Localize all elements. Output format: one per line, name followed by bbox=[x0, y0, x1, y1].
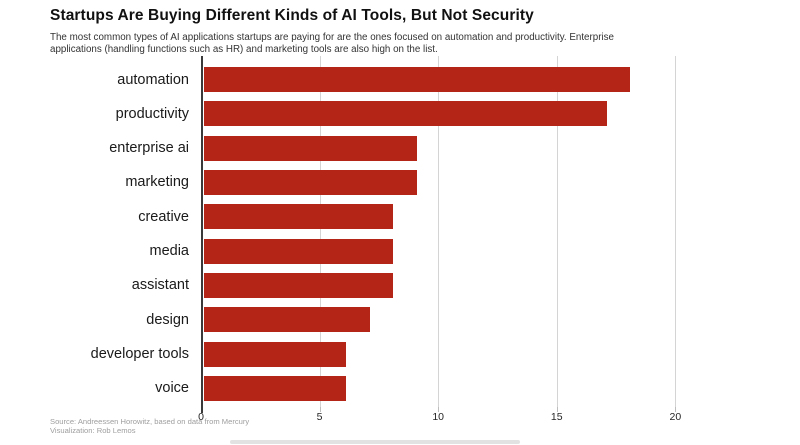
category-label-creative: creative bbox=[138, 208, 189, 225]
visualization-line: Visualization: Rob Lemos bbox=[50, 426, 136, 436]
category-label-enterprise-ai: enterprise ai bbox=[109, 140, 189, 157]
bar-developer-tools bbox=[204, 341, 347, 367]
category-label-productivity: productivity bbox=[115, 105, 189, 122]
bottom-scroll-strip bbox=[230, 440, 520, 444]
x-axis-tick-labels: 0 5 10 15 20 bbox=[198, 411, 788, 425]
category-label-automation: automation bbox=[117, 71, 189, 88]
table-row: marketing bbox=[0, 169, 788, 195]
source-credits: Source: Andreessen Horowitz, based on da… bbox=[50, 417, 550, 435]
bar-voice bbox=[204, 375, 347, 401]
x-tick-label-0: 0 bbox=[198, 411, 204, 423]
bar-assistant bbox=[204, 272, 394, 298]
bar-marketing bbox=[204, 169, 418, 195]
category-label-developer-tools: developer tools bbox=[90, 346, 189, 363]
bar-automation bbox=[204, 67, 631, 92]
tick-mark-x-15 bbox=[556, 407, 558, 412]
bar-enterprise-ai bbox=[204, 135, 418, 161]
category-label-assistant: assistant bbox=[131, 277, 189, 294]
bar-track bbox=[202, 307, 788, 333]
bar-track bbox=[202, 375, 788, 401]
bar-track bbox=[202, 204, 788, 230]
bar-rows: automation productivity enterprise ai marke… bbox=[0, 67, 788, 401]
chart-subtitle-line-2: applications (handling functions such as… bbox=[50, 44, 438, 56]
bar-creative bbox=[204, 204, 394, 230]
chart-title: Startups Are Buying Different Kinds of A… bbox=[50, 7, 534, 24]
table-row: creative bbox=[0, 204, 788, 230]
chart-subtitle: The most common types of AI applications… bbox=[50, 32, 670, 57]
table-row: automation bbox=[0, 67, 788, 92]
x-tick-label-5: 5 bbox=[316, 411, 323, 423]
gridline-x-20 bbox=[675, 56, 677, 407]
bar-track bbox=[202, 238, 788, 264]
bar-productivity bbox=[204, 101, 607, 127]
bar-track bbox=[202, 67, 788, 92]
bar-track bbox=[202, 169, 788, 195]
table-row: developer tools bbox=[0, 341, 788, 367]
table-row: productivity bbox=[0, 101, 788, 127]
chart-subtitle-line-1: The most common types of AI applications… bbox=[50, 32, 614, 43]
bar-track bbox=[202, 101, 788, 127]
table-row: media bbox=[0, 238, 788, 264]
source-line: Source: Andreessen Horowitz, based on da… bbox=[50, 417, 250, 426]
y-axis-line bbox=[201, 56, 203, 413]
plot-area bbox=[201, 56, 788, 412]
bar-track bbox=[202, 272, 788, 298]
bar-track bbox=[202, 341, 788, 367]
gridline-x-10 bbox=[438, 56, 440, 407]
category-label-media: media bbox=[149, 243, 190, 260]
tick-mark-x-10 bbox=[438, 407, 440, 412]
bar-design bbox=[204, 307, 370, 333]
category-label-marketing: marketing bbox=[125, 174, 189, 191]
table-row: design bbox=[0, 307, 788, 333]
category-label-design: design bbox=[146, 311, 189, 328]
x-tick-label-10: 10 bbox=[432, 411, 444, 423]
tick-mark-x-5 bbox=[319, 407, 321, 412]
gridline-x-15 bbox=[556, 56, 558, 407]
bar-track bbox=[202, 135, 788, 161]
category-label-voice: voice bbox=[155, 380, 189, 397]
table-row: assistant bbox=[0, 272, 788, 298]
gridline-x-5 bbox=[319, 56, 321, 407]
table-row: voice bbox=[0, 375, 788, 401]
table-row: enterprise ai bbox=[0, 135, 788, 161]
x-tick-label-20: 20 bbox=[669, 411, 682, 423]
tick-mark-x-20 bbox=[675, 407, 677, 412]
x-tick-label-15: 15 bbox=[550, 411, 563, 423]
bar-media bbox=[204, 238, 394, 264]
